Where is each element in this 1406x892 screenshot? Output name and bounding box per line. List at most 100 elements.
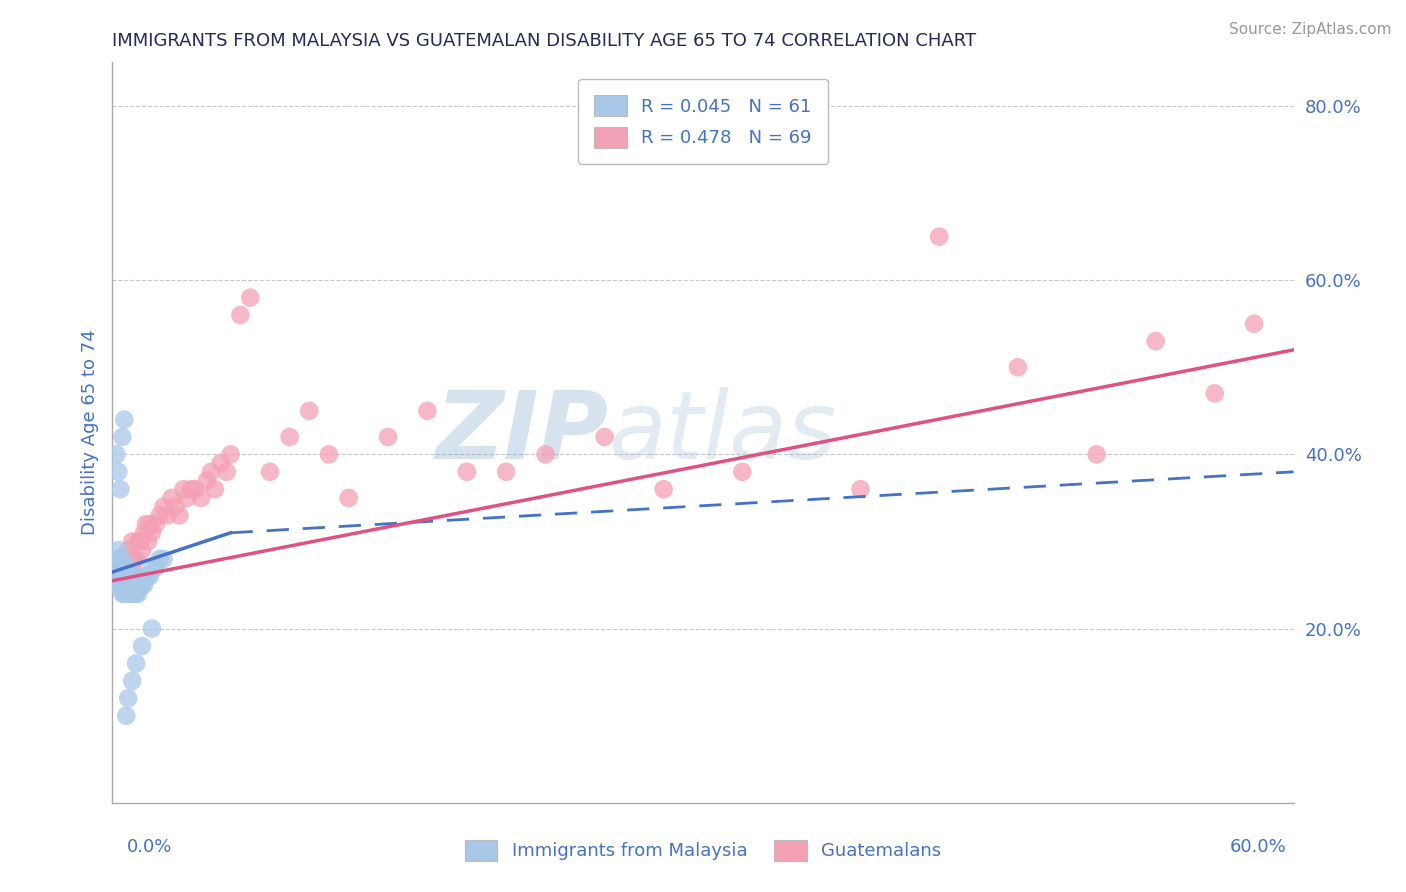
Point: [115, 560, 138, 574]
Point: [105, 552, 128, 566]
Point: [112, 569, 135, 583]
Point: [107, 560, 129, 574]
Point: [172, 482, 194, 496]
Point: [105, 578, 128, 592]
Point: [112, 552, 135, 566]
Point: [120, 578, 142, 592]
Text: ZIP: ZIP: [436, 386, 609, 479]
Point: [120, 569, 142, 583]
Point: [131, 578, 153, 592]
Point: [112, 569, 135, 583]
Point: [139, 517, 162, 532]
Point: [111, 552, 134, 566]
Point: [127, 587, 149, 601]
Point: [135, 517, 157, 532]
Point: [149, 552, 172, 566]
Point: [1144, 334, 1167, 348]
Point: [377, 430, 399, 444]
Point: [111, 578, 134, 592]
Point: [121, 587, 143, 601]
Point: [176, 491, 198, 505]
Point: [278, 430, 301, 444]
Point: [110, 560, 132, 574]
Point: [117, 560, 139, 574]
Point: [112, 412, 135, 426]
Point: [184, 482, 207, 496]
Point: [121, 569, 143, 583]
Point: [165, 500, 187, 514]
Point: [121, 560, 143, 574]
Text: atlas: atlas: [609, 387, 837, 478]
Point: [110, 560, 132, 574]
Point: [112, 578, 135, 592]
Point: [141, 622, 163, 636]
Point: [190, 491, 212, 505]
Point: [298, 404, 321, 418]
Point: [107, 543, 129, 558]
Text: IMMIGRANTS FROM MALAYSIA VS GUATEMALAN DISABILITY AGE 65 TO 74 CORRELATION CHART: IMMIGRANTS FROM MALAYSIA VS GUATEMALAN D…: [112, 32, 977, 50]
Point: [215, 465, 238, 479]
Point: [115, 569, 138, 583]
Point: [160, 491, 183, 505]
Point: [1085, 447, 1108, 461]
Point: [145, 517, 167, 532]
Point: [111, 587, 134, 601]
Point: [219, 447, 242, 461]
Point: [204, 482, 226, 496]
Point: [120, 552, 142, 566]
Point: [117, 569, 139, 583]
Point: [122, 578, 145, 592]
Point: [115, 569, 138, 583]
Point: [111, 569, 134, 583]
Point: [122, 587, 145, 601]
Point: [125, 657, 148, 671]
Point: [127, 578, 149, 592]
Point: [200, 465, 222, 479]
Point: [117, 543, 139, 558]
Legend: Immigrants from Malaysia, Guatemalans: Immigrants from Malaysia, Guatemalans: [457, 832, 949, 868]
Point: [229, 308, 252, 322]
Point: [131, 569, 153, 583]
Point: [110, 552, 132, 566]
Point: [111, 569, 134, 583]
Text: 60.0%: 60.0%: [1230, 838, 1286, 855]
Point: [121, 534, 143, 549]
Point: [129, 534, 152, 549]
Point: [495, 465, 517, 479]
Point: [1204, 386, 1226, 401]
Point: [131, 639, 153, 653]
Point: [122, 552, 145, 566]
Point: [1007, 360, 1029, 375]
Point: [129, 578, 152, 592]
Point: [121, 578, 143, 592]
Point: [115, 578, 138, 592]
Point: [416, 404, 439, 418]
Point: [337, 491, 360, 505]
Point: [117, 587, 139, 601]
Point: [105, 560, 128, 574]
Point: [149, 508, 172, 523]
Point: [139, 569, 162, 583]
Point: [132, 578, 155, 592]
Point: [135, 569, 157, 583]
Point: [115, 587, 138, 601]
Point: [195, 474, 218, 488]
Point: [652, 482, 675, 496]
Point: [110, 569, 132, 583]
Point: [107, 552, 129, 566]
Point: [111, 560, 134, 574]
Point: [131, 543, 153, 558]
Point: [731, 465, 754, 479]
Point: [111, 560, 134, 574]
Point: [456, 465, 478, 479]
Point: [110, 552, 132, 566]
Point: [136, 569, 159, 583]
Point: [110, 578, 132, 592]
Point: [928, 229, 950, 244]
Point: [117, 560, 139, 574]
Point: [1243, 317, 1265, 331]
Text: 0.0%: 0.0%: [127, 838, 172, 855]
Text: Source: ZipAtlas.com: Source: ZipAtlas.com: [1229, 22, 1392, 37]
Point: [132, 525, 155, 540]
Point: [120, 560, 142, 574]
